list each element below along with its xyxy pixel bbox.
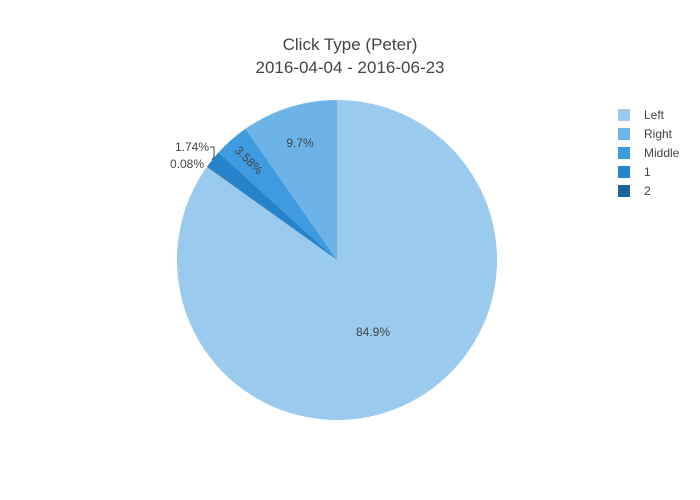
legend-swatch (618, 166, 630, 178)
legend-label: Middle (644, 146, 680, 160)
legend-item-right[interactable]: Right (618, 127, 673, 141)
legend-item-1[interactable]: 1 (618, 165, 651, 179)
legend-label: Left (644, 108, 665, 122)
slice-label-left: 84.9% (356, 325, 390, 339)
slice-1-leader-line (210, 146, 215, 161)
legend-label: Right (644, 127, 673, 141)
legend-label: 1 (644, 165, 651, 179)
legend-item-2[interactable]: 2 (618, 184, 651, 198)
pie-slice-right[interactable] (245, 100, 337, 260)
pie-slice-middle[interactable] (218, 128, 337, 260)
pie-slices (177, 100, 498, 421)
legend-swatch (618, 185, 630, 197)
legend-item-middle[interactable]: Middle (618, 146, 680, 160)
chart-title: Click Type (Peter) 2016-04-04 - 2016-06-… (255, 35, 444, 77)
slice-label-right: 9.7% (286, 136, 314, 150)
pie-slice-2[interactable] (206, 166, 337, 260)
legend-swatch (618, 109, 630, 121)
slice-label-1: 1.74% (175, 140, 209, 154)
legend-swatch (618, 128, 630, 140)
pie-slice-left[interactable] (177, 100, 498, 421)
legend-swatch (618, 147, 630, 159)
slice-label-2: 0.08% (170, 157, 204, 171)
legend[interactable]: Left Right Middle 1 2 (618, 108, 680, 198)
legend-item-left[interactable]: Left (618, 108, 665, 122)
chart-title-line: Click Type (Peter) (283, 35, 418, 54)
pie-slice-1[interactable] (207, 152, 337, 260)
chart-subtitle-line: 2016-04-04 - 2016-06-23 (255, 58, 444, 77)
legend-label: 2 (644, 184, 651, 198)
